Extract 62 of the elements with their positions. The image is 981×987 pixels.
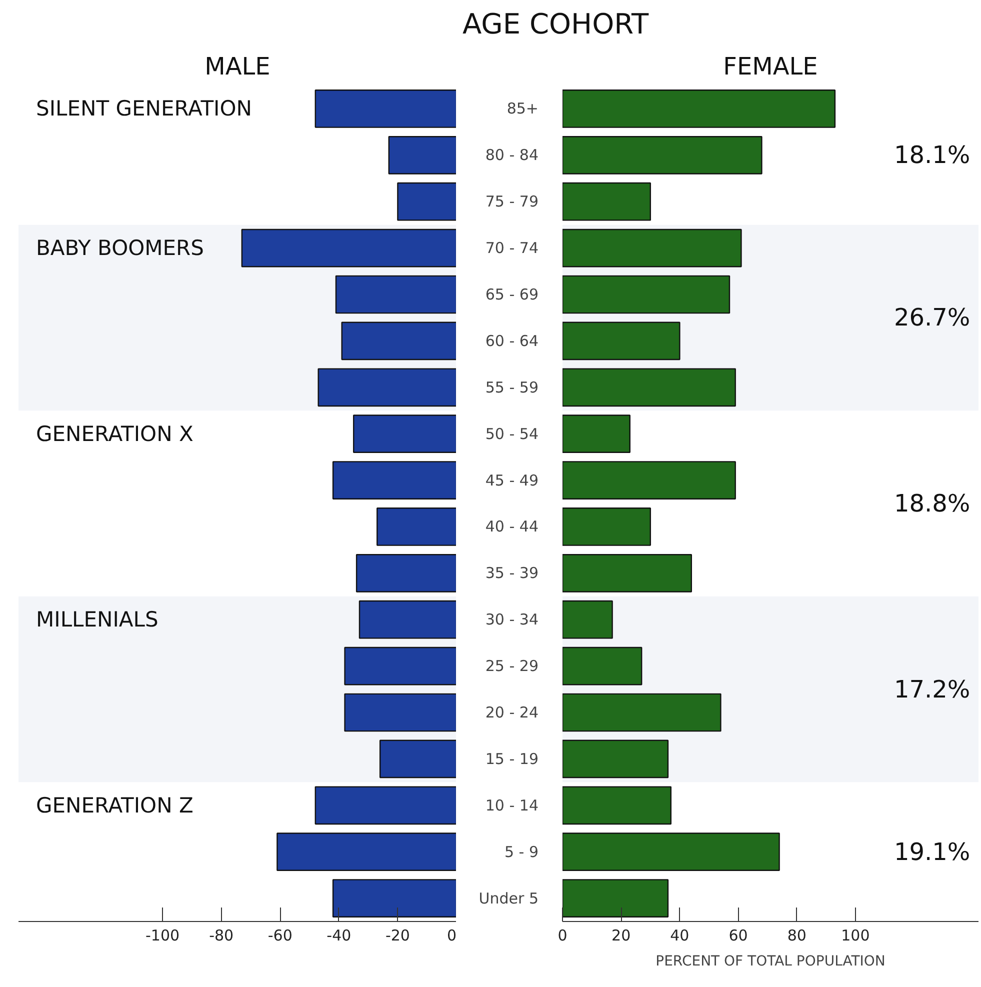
series-label: MALE (204, 52, 270, 80)
bar (562, 136, 762, 174)
x-tick-label: -60 (268, 926, 292, 944)
bar (562, 508, 651, 546)
bar (562, 600, 613, 639)
x-tick-label: -40 (326, 926, 352, 944)
bar (562, 786, 672, 825)
x-tick-label: -20 (385, 926, 410, 944)
bar (562, 832, 780, 872)
x-tick-label: 100 (841, 926, 870, 944)
bar (562, 90, 836, 128)
y-tick-label: 55 - 59 (485, 378, 538, 396)
bar (562, 554, 692, 592)
annotation: 26.7% (894, 304, 970, 332)
y-tick-label: 20 - 24 (485, 704, 538, 722)
y-tick-label: 40 - 44 (485, 518, 538, 536)
x-tick-label: 20 (612, 926, 631, 944)
bar (562, 879, 669, 918)
y-tick-label: 10 - 14 (485, 796, 538, 814)
series-label: FEMALE (723, 52, 818, 80)
x-tick-label: -80 (209, 926, 234, 944)
annotation: GENERATION X (36, 422, 194, 446)
y-tick-label: 30 - 34 (485, 610, 538, 629)
x-tick-label: 80 (787, 926, 806, 944)
y-tick-label: 25 - 29 (485, 657, 538, 676)
bar (562, 368, 736, 407)
y-tick-label: 70 - 74 (485, 239, 538, 258)
x-tick-label: 60 (728, 926, 748, 944)
annotation: 18.1% (894, 141, 970, 170)
y-tick-label: 60 - 64 (485, 332, 538, 350)
x-tick-label: 40 (670, 926, 690, 944)
x-tick-label: 0 (558, 926, 568, 944)
y-tick-label: 50 - 54 (485, 424, 538, 443)
y-tick-label: Under 5 (478, 889, 539, 908)
x-tick-label: 0 (446, 926, 457, 944)
bar (562, 740, 669, 778)
annotation: SILENT GENERATION (36, 96, 252, 121)
chart-title: AGE COHORT (462, 8, 650, 40)
annotation: MILLENIALS (36, 608, 158, 632)
bar (562, 228, 742, 268)
bar (562, 414, 630, 454)
y-tick-label: 80 - 84 (485, 146, 538, 164)
bar (562, 182, 651, 221)
bar (562, 275, 730, 314)
bar (562, 461, 736, 500)
annotation: 18.8% (894, 490, 970, 518)
y-tick-label: 35 - 39 (485, 564, 538, 582)
annotation: GENERATION Z (36, 793, 194, 818)
annotation: 19.1% (894, 838, 970, 866)
y-tick-label: 85+ (506, 100, 538, 118)
y-tick-label: 45 - 49 (485, 471, 538, 490)
y-tick-label: 15 - 19 (485, 750, 538, 768)
y-tick-label: 75 - 79 (485, 192, 538, 211)
bar (562, 693, 722, 732)
annotation: BABY BOOMERS (36, 236, 204, 260)
x-tick-label: -100 (146, 926, 180, 944)
x-axis-title: PERCENT OF TOTAL POPULATION (656, 954, 886, 970)
y-tick-label: 5 - 9 (504, 842, 539, 861)
y-tick-label: 65 - 69 (485, 286, 538, 304)
annotation: 17.2% (894, 675, 970, 704)
bar (562, 646, 642, 686)
bar (562, 322, 680, 360)
